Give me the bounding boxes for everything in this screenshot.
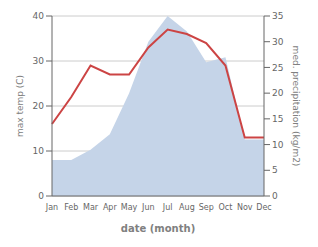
svg-text:Oct: Oct [219,203,233,212]
svg-text:med. precipitation (kg/m2): med. precipitation (kg/m2) [291,46,301,167]
svg-text:35: 35 [272,11,283,21]
svg-text:10: 10 [272,140,284,150]
svg-text:0: 0 [38,191,44,201]
svg-text:15: 15 [272,114,283,124]
svg-text:Jun: Jun [141,203,155,212]
svg-text:date (month): date (month) [121,223,195,234]
svg-text:10: 10 [33,146,45,156]
svg-text:Feb: Feb [64,203,78,212]
svg-text:Aug: Aug [179,203,195,212]
svg-text:30: 30 [33,56,45,66]
svg-text:Sep: Sep [199,203,214,212]
svg-text:max temp (C): max temp (C) [15,75,25,137]
svg-text:Jan: Jan [45,203,58,212]
svg-text:25: 25 [272,63,283,73]
svg-text:20: 20 [33,101,45,111]
svg-text:Dec: Dec [256,203,271,212]
svg-text:40: 40 [33,11,45,21]
svg-text:Jul: Jul [162,203,173,212]
svg-text:Mar: Mar [83,203,99,212]
svg-text:30: 30 [272,37,284,47]
svg-text:Apr: Apr [103,203,118,212]
svg-text:0: 0 [272,191,278,201]
svg-text:Nov: Nov [237,203,253,212]
svg-text:May: May [121,203,138,212]
svg-text:5: 5 [272,165,278,175]
svg-text:20: 20 [272,88,284,98]
